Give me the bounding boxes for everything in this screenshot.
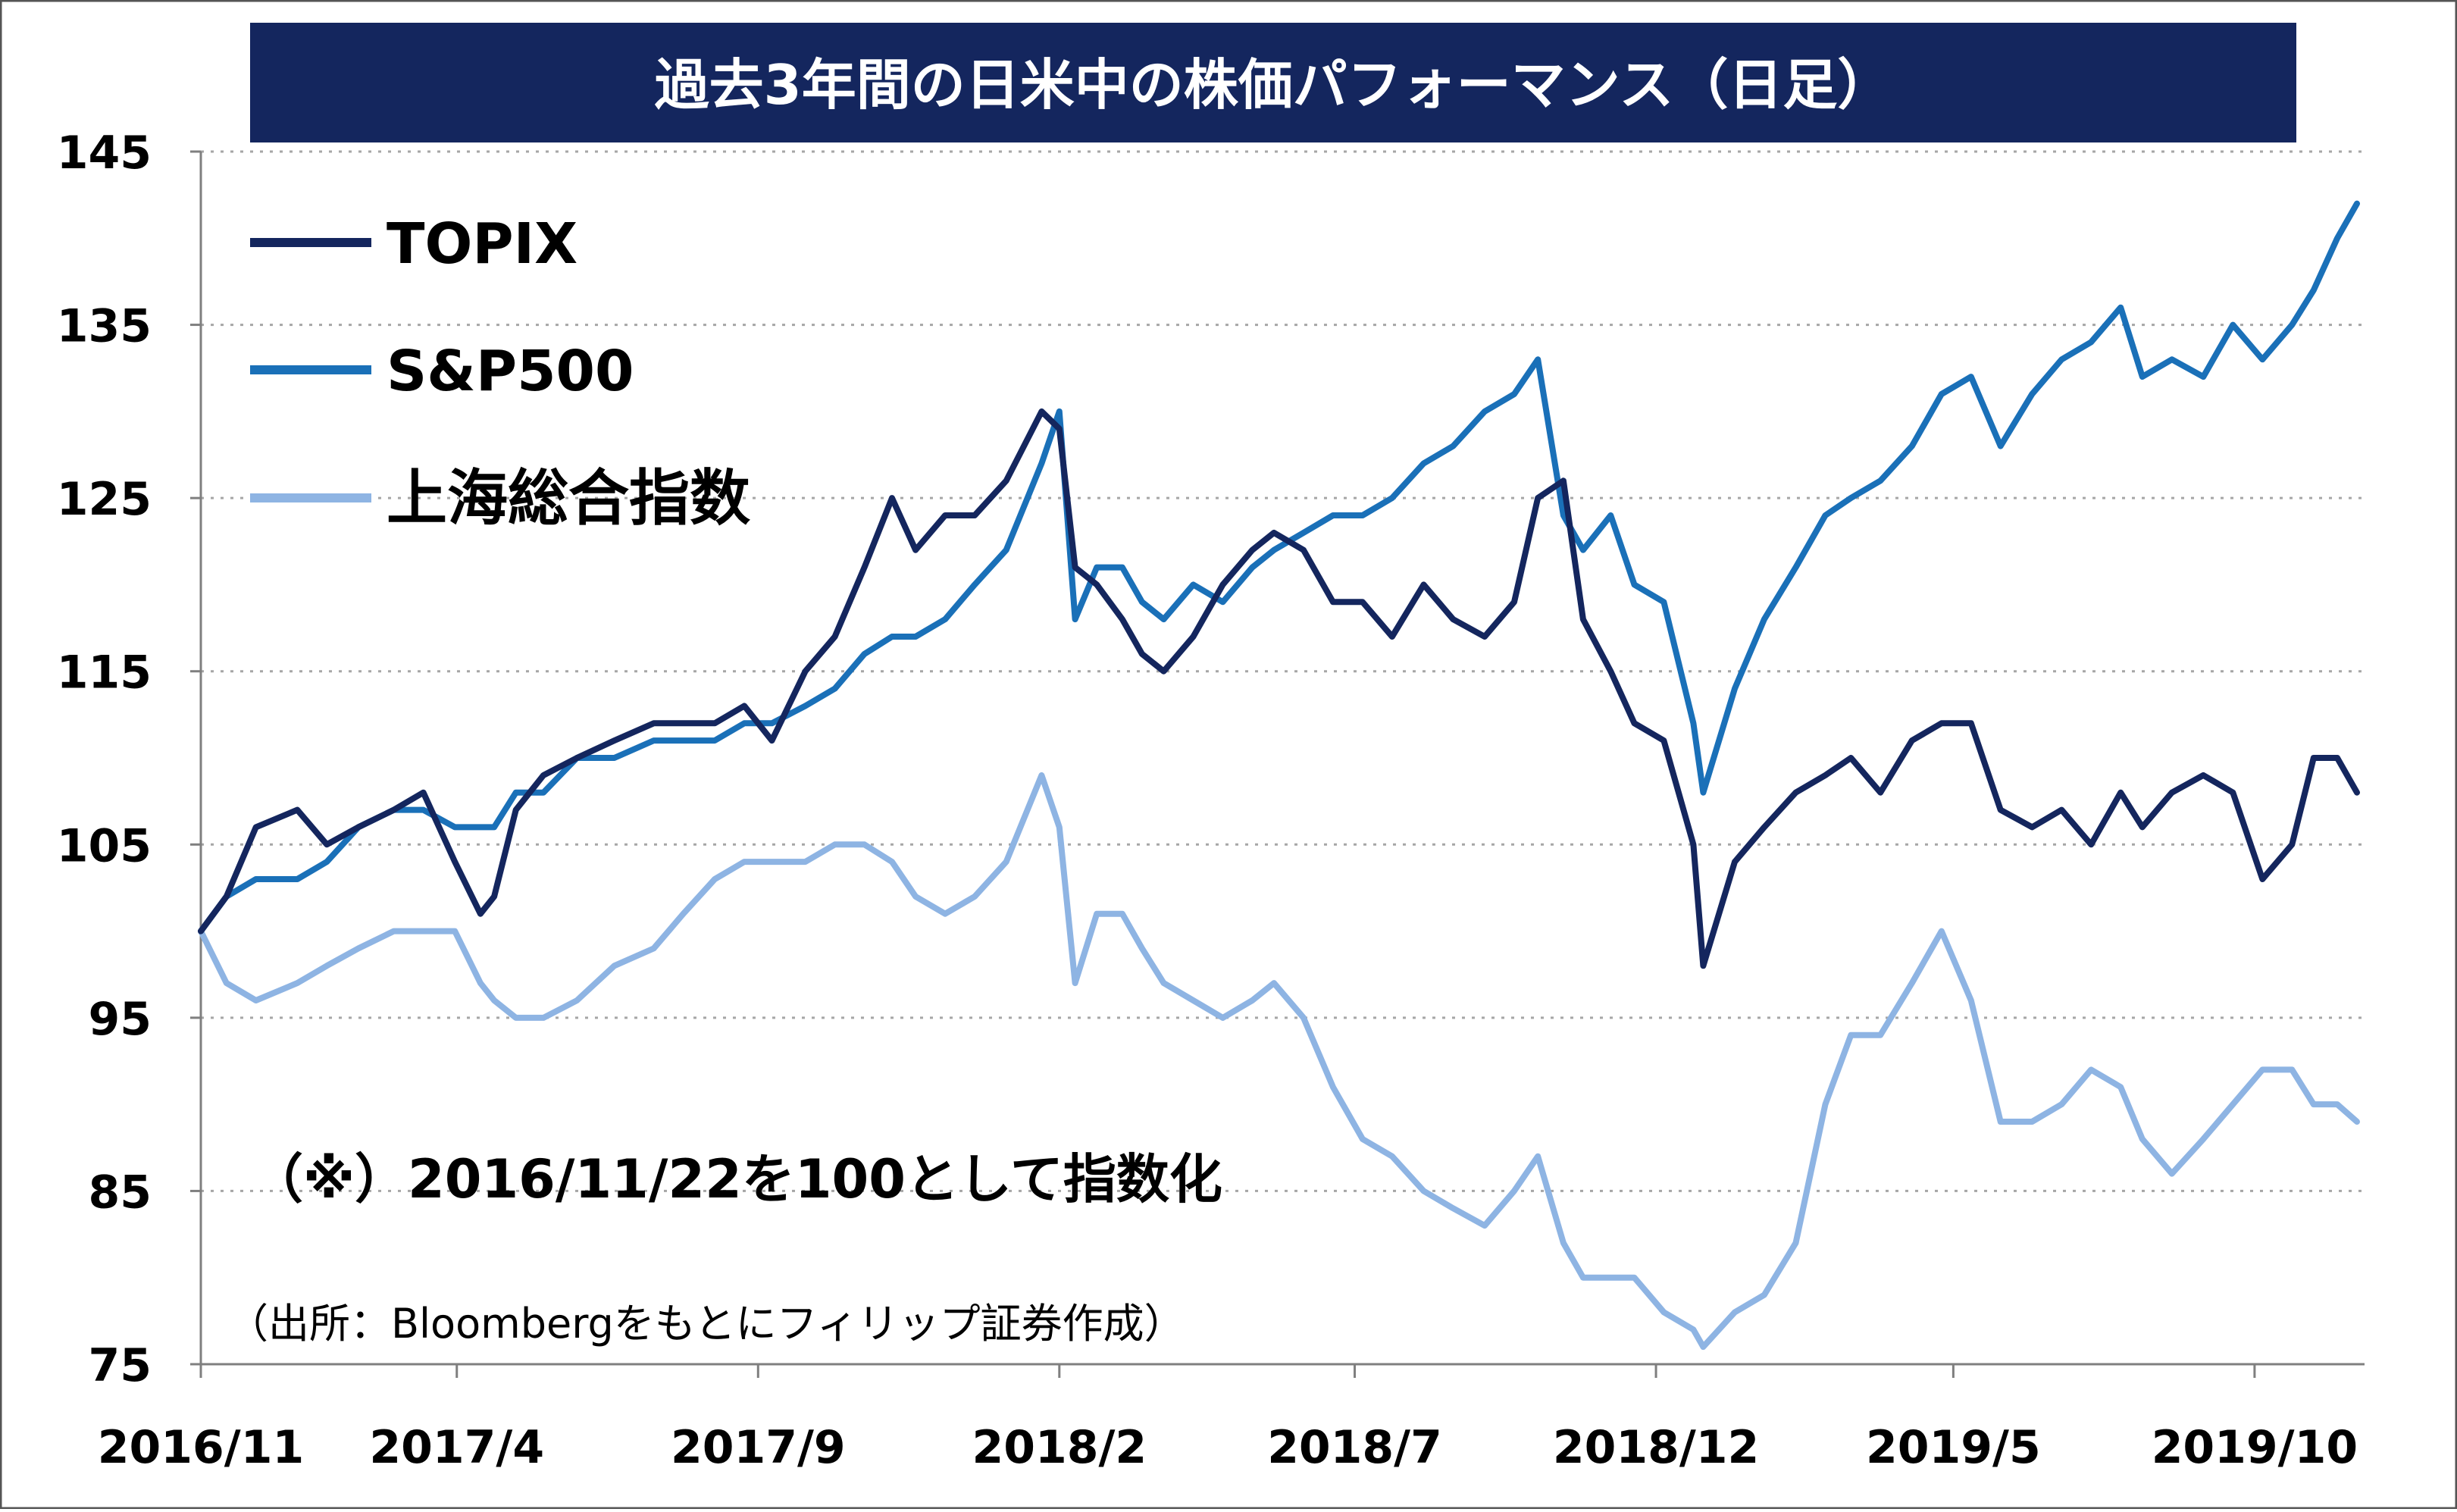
series-line-topix [198, 408, 2360, 969]
chart-title: 過去3年間の日米中の株価パフォーマンス（日足） [655, 53, 1892, 117]
y-tick-label: 135 [57, 300, 152, 353]
y-tick-label: 115 [57, 646, 152, 700]
y-tick-label: 105 [57, 819, 152, 872]
source-note: （出所：Bloombergをもとにフィリップ証券作成） [227, 1300, 1185, 1348]
index-note: （※）2016/11/22を100として指数化 [250, 1148, 1222, 1210]
series-lines [198, 200, 2360, 1351]
x-tick-label: 2018/7 [1267, 1421, 1442, 1474]
x-tick-label: 2017/9 [671, 1421, 846, 1474]
legend: TOPIX S&P500 上海総合指数 [250, 211, 750, 534]
series-line-shanghai [198, 772, 2360, 1351]
gridlines [201, 150, 2365, 1192]
legend-label-topix: TOPIX [387, 211, 577, 277]
x-tick-label: 2018/2 [972, 1421, 1147, 1474]
legend-label-shanghai: 上海総合指数 [387, 463, 750, 534]
title-banner [250, 23, 2296, 142]
legend-label-sp500: S&P500 [387, 339, 634, 404]
x-axis-ticks: 2016/11 2017/4 2017/9 2018/2 2018/7 2018/12 20… [98, 1364, 2358, 1474]
x-tick-label: 2017/4 [369, 1421, 544, 1474]
y-axis-ticks: 145 135 125 115 105 95 85 75 [57, 127, 201, 1392]
x-tick-label: 2016/11 [98, 1421, 304, 1474]
y-tick-label: 85 [89, 1166, 152, 1219]
y-tick-label: 75 [89, 1339, 152, 1392]
x-tick-label: 2018/12 [1553, 1421, 1759, 1474]
x-tick-label: 2019/10 [2152, 1421, 2358, 1474]
y-tick-label: 145 [57, 127, 152, 180]
x-tick-label: 2019/5 [1866, 1421, 2041, 1474]
y-tick-label: 125 [57, 473, 152, 526]
y-tick-label: 95 [89, 993, 152, 1046]
